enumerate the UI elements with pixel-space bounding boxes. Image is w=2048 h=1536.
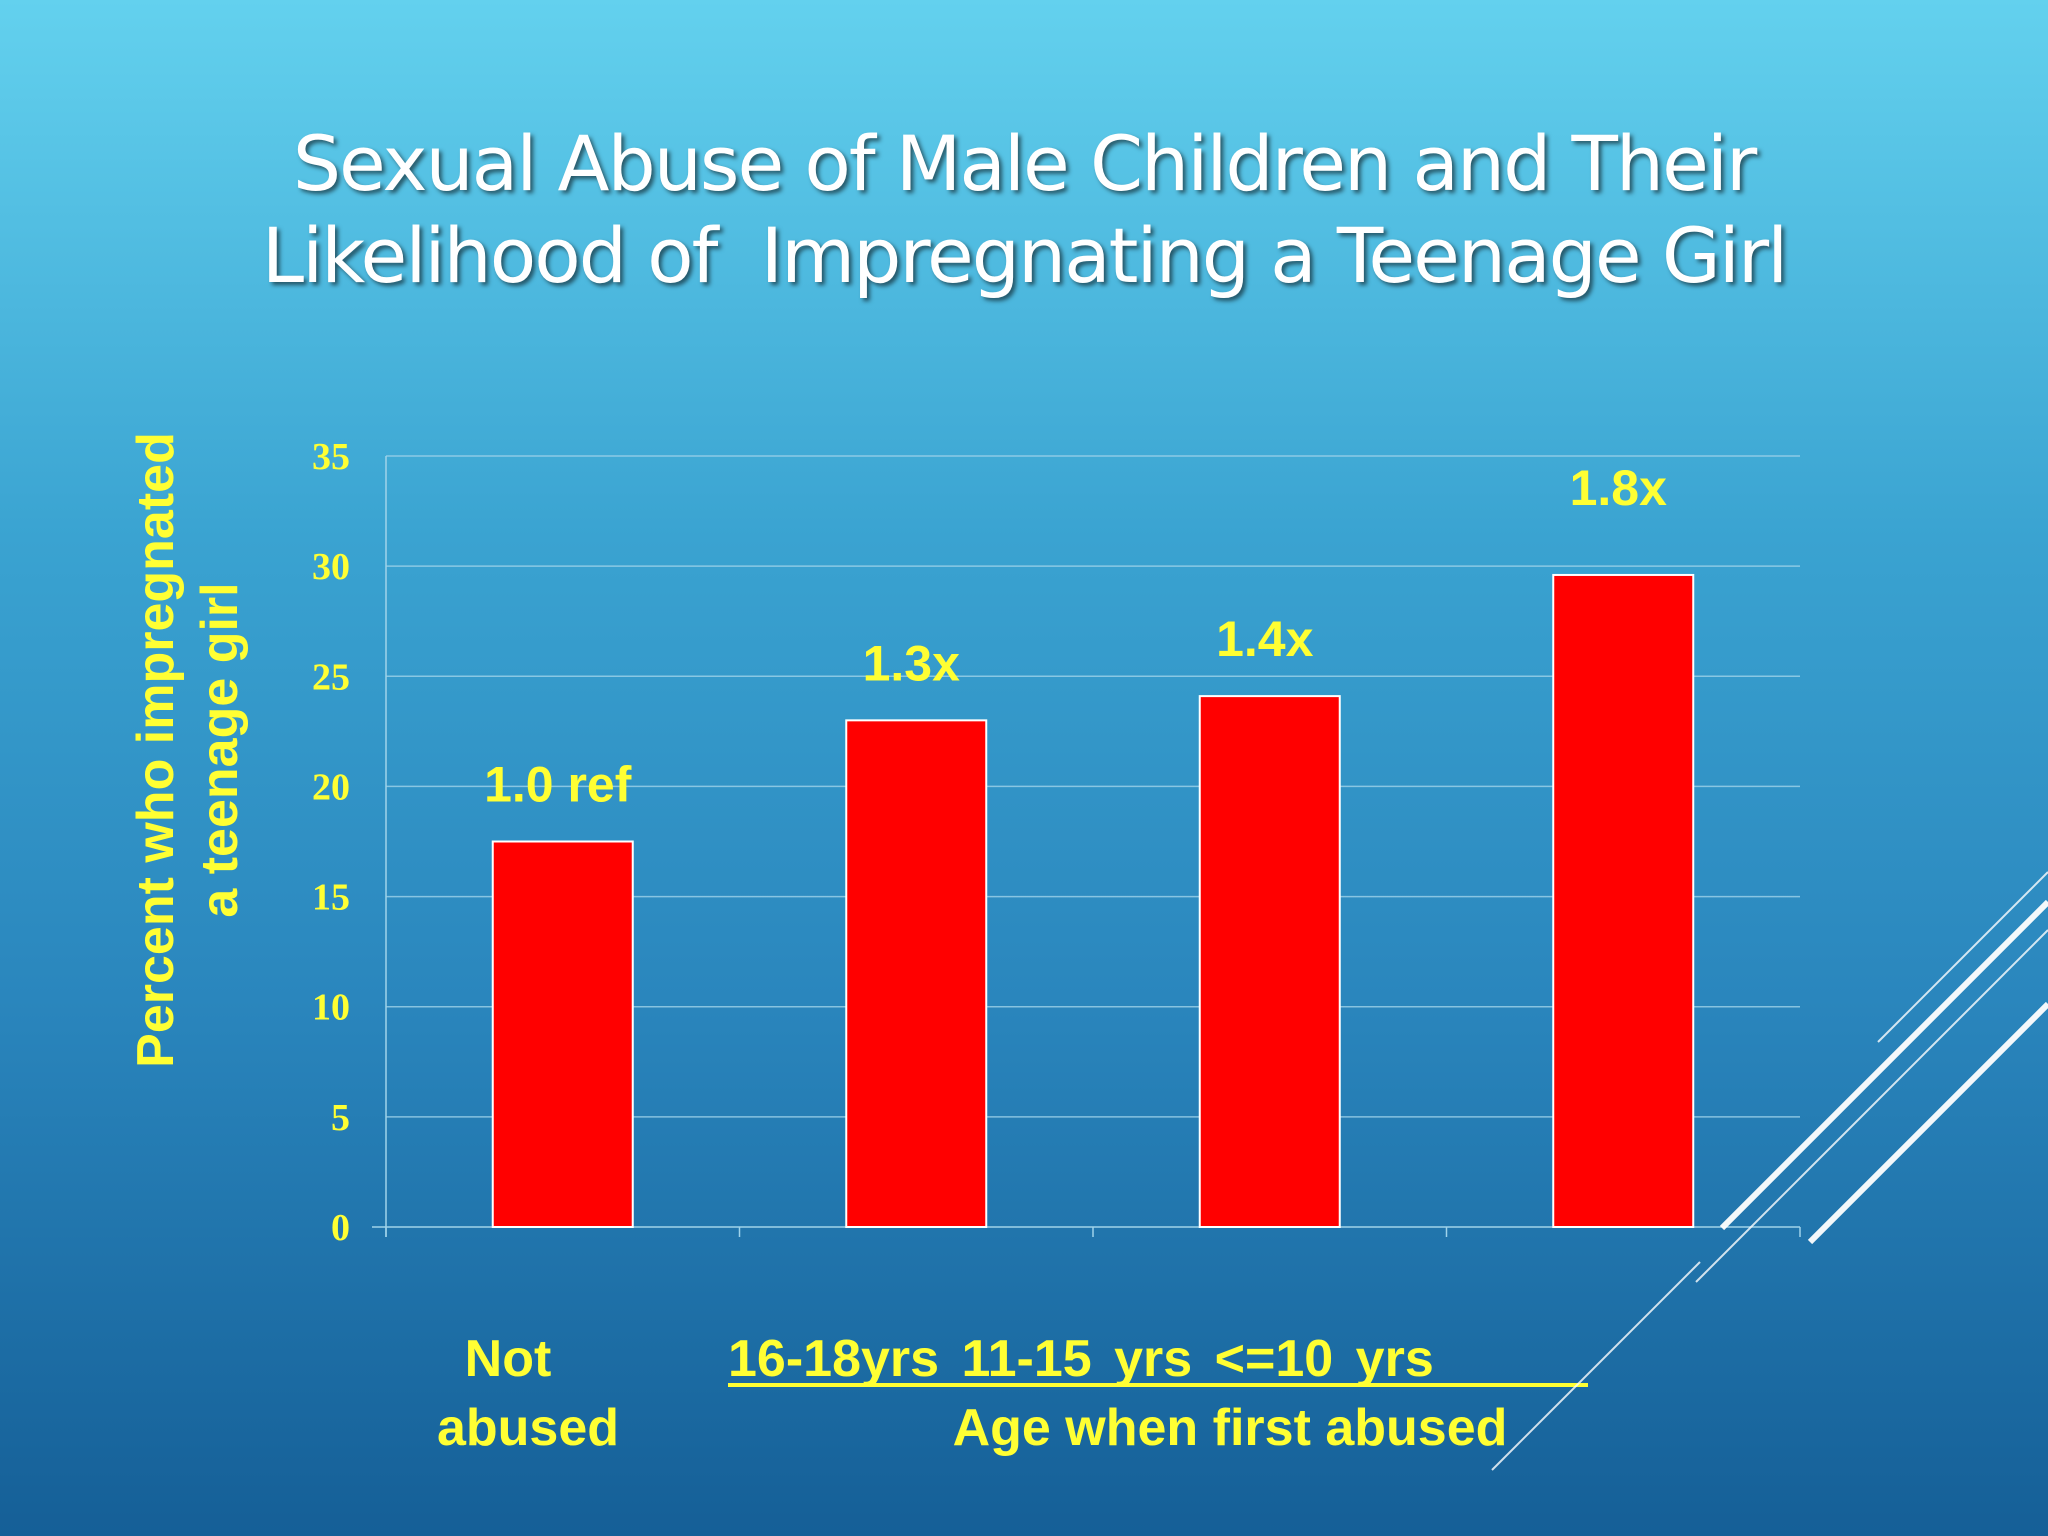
x-label-not: Not (464, 1330, 552, 1388)
slide-title: Sexual Abuse of Male Children and Their … (0, 118, 2048, 302)
y-tick-label: 20 (312, 766, 350, 808)
deco-line-5 (1491, 1261, 1701, 1471)
deco-line-2 (1719, 899, 2048, 1231)
y-tick-label: 25 (312, 656, 350, 698)
x-label-under-10: <=10 yrs (1214, 1330, 1434, 1388)
deco-line-4 (1695, 929, 2048, 1283)
y-tick-label: 5 (331, 1097, 350, 1139)
x-label-abused: abused (436, 1399, 620, 1457)
bar-data-label: 1.4x (1216, 611, 1314, 667)
x-axis-title: Age when first abused (952, 1399, 1508, 1457)
bar-data-label: 1.3x (863, 635, 961, 691)
bar (1198, 695, 1341, 1228)
slide-title-line2: Likelihood of Impregnating a Teenage Gir… (261, 211, 1788, 300)
y-tick-label: 35 (312, 436, 350, 478)
deco-line-1 (1877, 871, 2048, 1043)
age-group-underline (728, 1383, 1588, 1387)
y-tick-label: 0 (331, 1207, 350, 1249)
x-label-age-groups: 16-18yrs 11-15 yrs <=10 yrs (728, 1325, 1434, 1393)
slide-title-line1: Sexual Abuse of Male Children and Their (292, 119, 1757, 208)
x-label-11-15: 11-15 yrs (961, 1330, 1193, 1388)
bar (845, 719, 988, 1228)
x-label-16-18: 16-18yrs (728, 1330, 940, 1388)
y-tick-label: 10 (312, 987, 350, 1029)
bar (491, 840, 634, 1228)
bar (1552, 573, 1695, 1228)
deco-line-3 (1807, 1001, 2048, 1245)
bar-data-label: 1.0 ref (484, 757, 632, 813)
y-tick-label: 30 (312, 546, 350, 588)
bar-data-label: 1.8x (1570, 460, 1668, 516)
y-tick-label: 15 (312, 877, 350, 919)
